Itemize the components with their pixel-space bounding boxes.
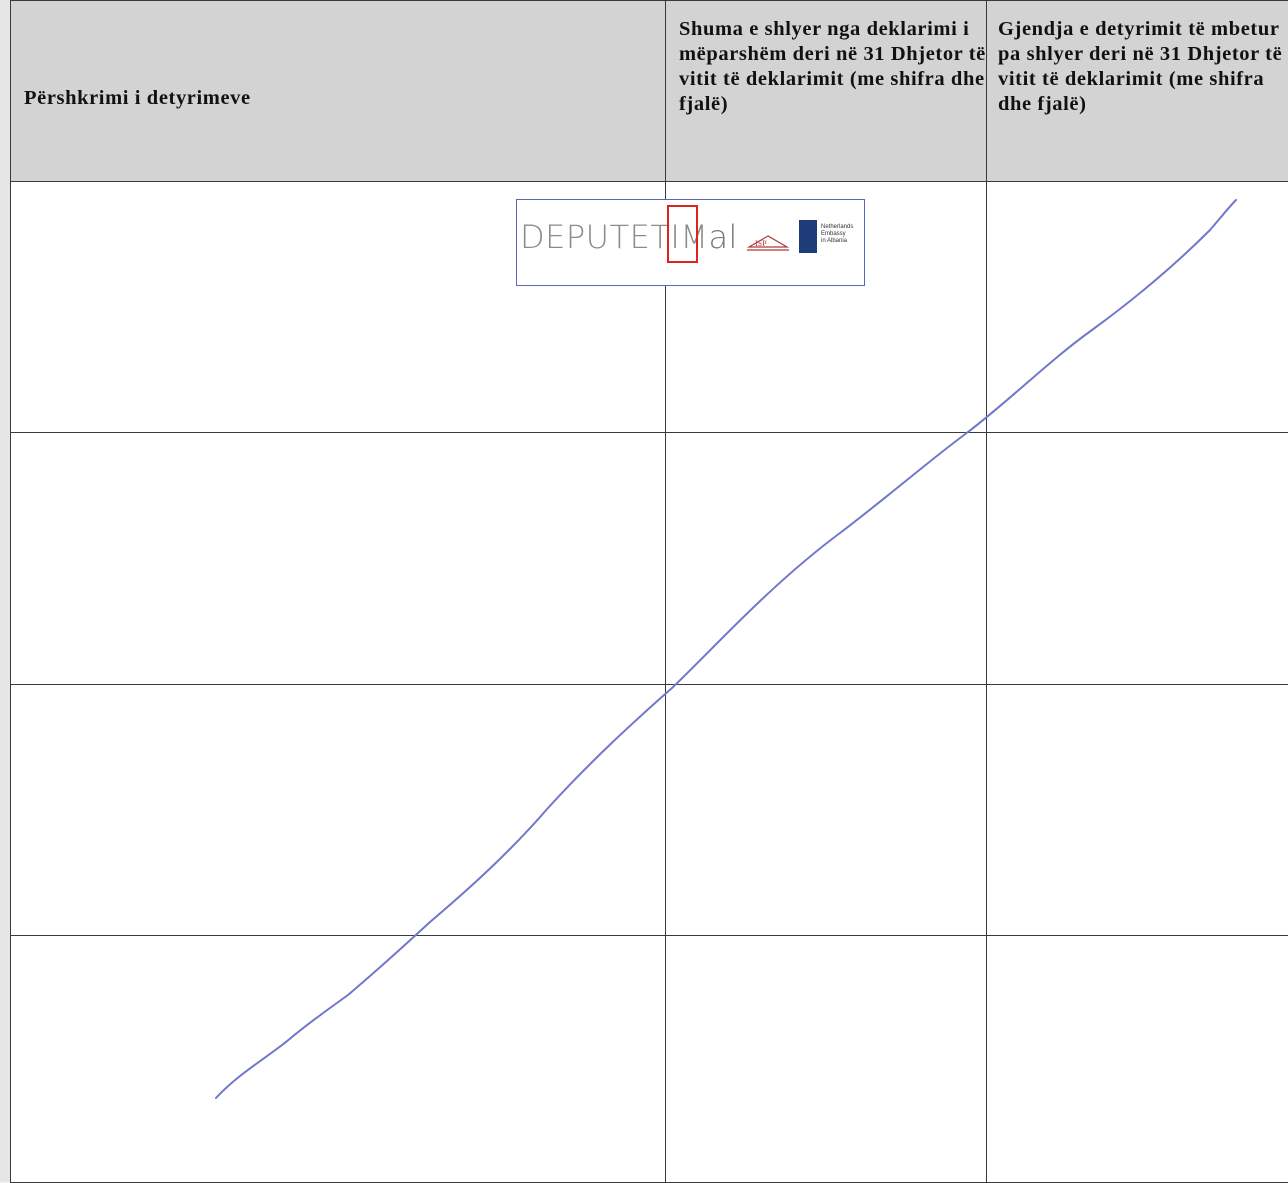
header-liability-description: Përshkrimi i detyrimeve [11,1,666,182]
table-cell [11,433,666,685]
netherlands-crest-icon [799,220,817,253]
table-header-row: Përshkrimi i detyrimeve Shuma e shlyer n… [11,1,1288,182]
table-row [11,936,1288,1183]
liabilities-table: Përshkrimi i detyrimeve Shuma e shlyer n… [10,0,1288,1183]
table-cell [666,685,987,936]
header-amount-repaid: Shuma e shlyer nga deklarimi i mëparshëm… [666,1,987,182]
table-cell [666,433,987,685]
table-row [11,685,1288,936]
logo-red-frame-icon [667,205,698,263]
table-cell [11,685,666,936]
table-cell [987,433,1288,685]
table-cell [666,936,987,1183]
table-row [11,433,1288,685]
table-cell [987,936,1288,1183]
header-remaining-balance: Gjendja e detyrimit të mbetur pa shlyer … [987,1,1288,182]
table-cell [987,182,1288,433]
isp-logo-icon: ISP [743,234,793,254]
table-cell [987,685,1288,936]
table-cell [11,936,666,1183]
watermark-stamp: DEPUTETIMal ISP Netherlands Embassy in A… [516,199,865,286]
page-edge [0,0,10,1182]
deputetim-logo: DEPUTETIMal [520,221,738,253]
embassy-label: Netherlands Embassy in Albania [821,224,853,245]
isp-logo-text: ISP [755,239,767,248]
